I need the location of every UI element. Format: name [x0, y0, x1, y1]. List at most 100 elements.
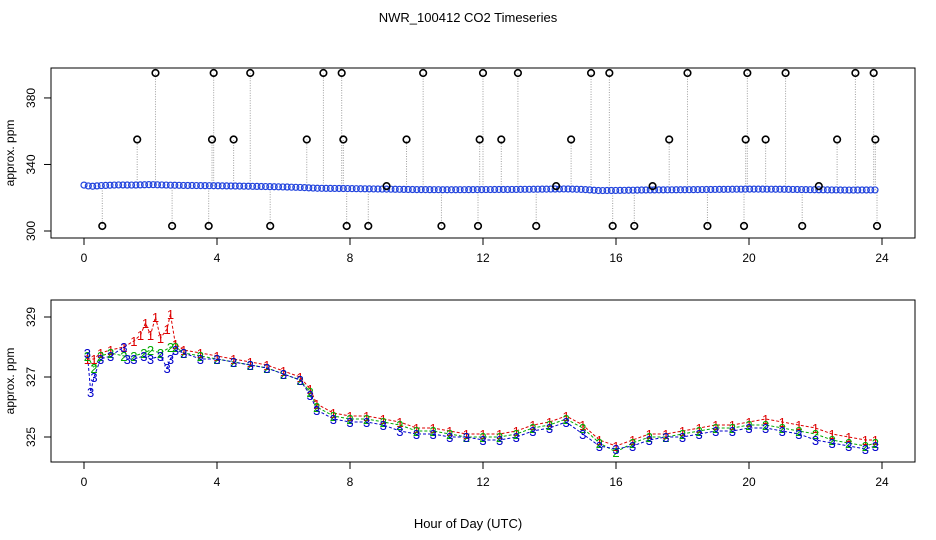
baseline-point: [849, 186, 858, 194]
baseline-point: [140, 181, 149, 189]
baseline-point: [702, 185, 711, 194]
series-3-marker: 3: [829, 436, 836, 451]
series-1-marker: 1: [164, 322, 171, 337]
baseline-point: [434, 186, 443, 194]
y-tick-label: 325: [24, 427, 38, 447]
series-1-marker: 1: [363, 409, 370, 424]
outlier-point: [703, 221, 712, 231]
baseline-point: [642, 186, 650, 194]
baseline-point: [594, 186, 602, 195]
baseline-point: [867, 186, 875, 194]
baseline-point: [266, 183, 274, 191]
baseline-point: [322, 184, 330, 192]
baseline-point: [711, 185, 719, 194]
baseline-point: [478, 185, 486, 194]
baseline-point: [754, 185, 762, 193]
outlier-point: [798, 221, 807, 231]
baseline-point: [149, 181, 157, 189]
y-axis-label: approx. ppm: [3, 348, 17, 415]
baseline-point: [603, 186, 611, 195]
series-3-marker: 3: [872, 439, 879, 454]
x-tick-label: 20: [742, 475, 756, 489]
series-3-marker: 3: [306, 388, 313, 403]
baseline-point: [296, 183, 304, 192]
baseline-point: [205, 182, 213, 190]
baseline-point: [274, 183, 283, 191]
chart-title: NWR_100412 CO2 Timeseries: [379, 10, 558, 25]
series-3-marker: 3: [862, 442, 869, 457]
baseline-point: [633, 186, 641, 194]
baseline-point: [482, 185, 490, 194]
baseline-point: [93, 182, 101, 190]
baseline-point: [720, 185, 728, 193]
baseline-point: [573, 185, 581, 193]
series-3-marker: 3: [463, 430, 470, 445]
baseline-point: [318, 184, 326, 192]
baseline-point: [473, 186, 481, 194]
baseline-point: [525, 185, 533, 193]
y-tick-label: 329: [24, 307, 38, 327]
series-1-marker: 1: [84, 352, 91, 367]
baseline-point: [348, 185, 356, 193]
outlier-point: [382, 181, 391, 191]
series-1-marker: 1: [862, 433, 869, 448]
x-tick-label: 16: [609, 475, 623, 489]
baseline-point: [486, 185, 494, 194]
baseline-point: [689, 186, 698, 194]
baseline-point: [836, 186, 845, 194]
baseline-point: [832, 186, 840, 194]
baseline-point: [84, 182, 92, 190]
baseline-point: [581, 186, 590, 194]
outlier-point: [209, 68, 218, 78]
series-1-marker: 1: [167, 307, 174, 322]
series-3-marker: 3: [172, 343, 179, 358]
series-1-marker: 1: [872, 433, 879, 448]
baseline-point: [659, 186, 667, 194]
series-2-marker: 2: [313, 400, 320, 415]
series-1-marker: 1: [413, 421, 420, 436]
series-3-marker: 3: [679, 430, 686, 445]
baseline-point: [218, 182, 226, 190]
series-3-marker: 3: [84, 346, 91, 361]
outlier-point: [605, 68, 614, 78]
x-tick-label: 0: [81, 251, 88, 265]
baseline-point: [114, 181, 123, 189]
baseline-point: [815, 186, 823, 194]
series-3-marker: 3: [745, 421, 752, 436]
outlier-point: [871, 135, 880, 144]
baseline-point: [326, 184, 334, 192]
baseline-point: [309, 184, 317, 192]
series-3-marker: 3: [430, 427, 437, 442]
series-3-marker: 3: [197, 352, 204, 367]
baseline-point: [858, 186, 866, 194]
baseline-point: [715, 185, 724, 193]
baseline-point: [447, 186, 456, 194]
series-1-marker: 1: [306, 382, 313, 397]
series-2-marker: 2: [263, 361, 270, 376]
baseline-point: [119, 181, 127, 189]
series-2-marker: 2: [529, 421, 536, 436]
baseline-point: [771, 185, 780, 193]
outlier-point: [207, 135, 217, 144]
baseline-point: [145, 181, 153, 189]
baseline-point: [841, 186, 849, 194]
outlier-point: [475, 135, 484, 144]
series-1-marker: 1: [729, 418, 736, 433]
series-1-marker: 1: [130, 334, 137, 349]
x-tick-label: 12: [476, 251, 490, 265]
baseline-point: [287, 183, 296, 191]
top-panel: 0 4 8 12 16 20 24 300 340 380 approx. ppm: [3, 67, 916, 265]
baseline-point: [495, 185, 503, 194]
series-3-marker: 3: [297, 373, 304, 388]
series-2-marker: 2: [97, 349, 104, 364]
series-3-marker: 3: [90, 370, 97, 385]
series-3-marker: 3: [263, 361, 270, 376]
baseline-point: [279, 183, 287, 191]
x-tick-label: 12: [476, 475, 490, 489]
baseline-point: [746, 185, 754, 193]
baseline-point: [698, 185, 706, 194]
outlier-point: [342, 221, 351, 231]
series-3-marker: 3: [140, 349, 147, 364]
baseline-point: [676, 186, 685, 194]
